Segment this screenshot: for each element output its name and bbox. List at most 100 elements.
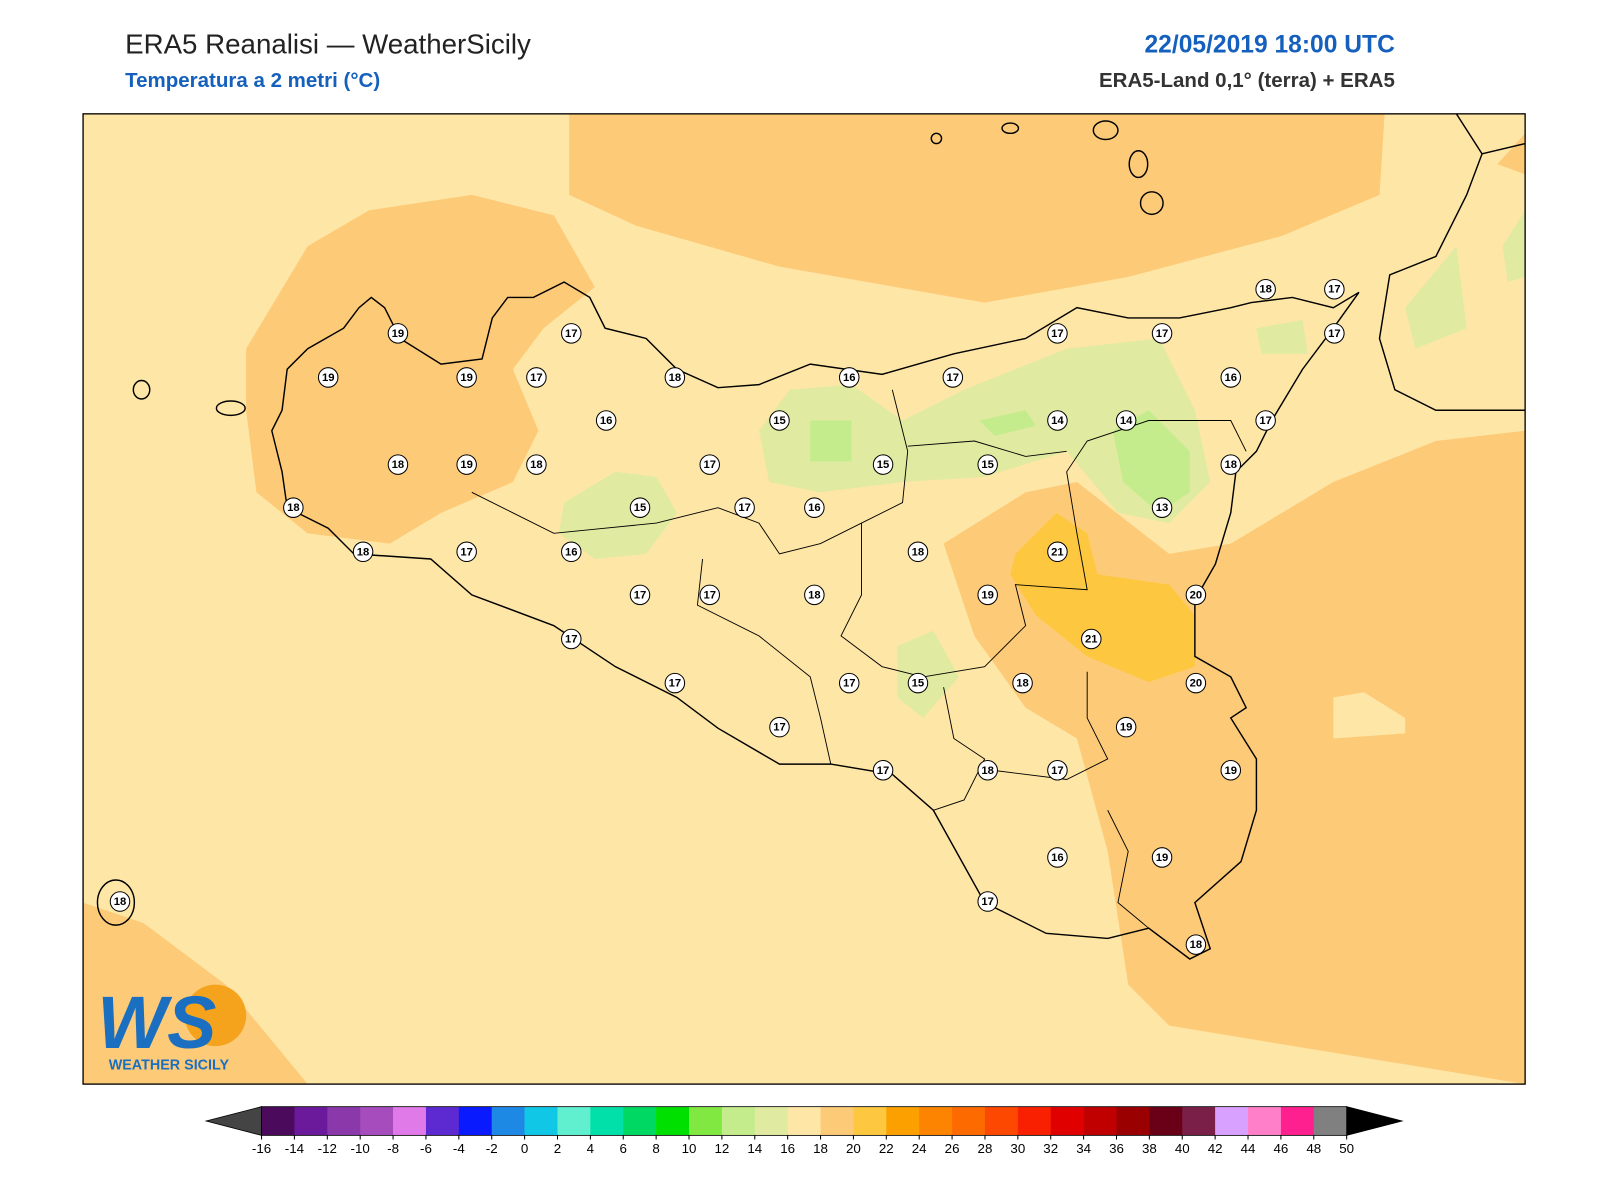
colorbar-segment bbox=[1215, 1106, 1249, 1136]
station: 19 bbox=[456, 454, 477, 475]
colorbar-tick-label: 6 bbox=[620, 1141, 627, 1156]
station-value: 17 bbox=[1328, 284, 1341, 296]
stations: 19 19 19 17 17 18 16 15 16 17 17 17 18 17 17 16 17 14 14 18… bbox=[109, 278, 1345, 955]
colorbar-over bbox=[1346, 1106, 1404, 1136]
station: 17 bbox=[942, 367, 964, 388]
station: 18 bbox=[1220, 454, 1242, 475]
colorbar-outline bbox=[261, 1106, 1348, 1136]
calabria-coast bbox=[1481, 142, 1526, 155]
station-value: 19 bbox=[392, 328, 405, 340]
station-value: 14 bbox=[1120, 415, 1133, 427]
station-value: 17 bbox=[877, 765, 890, 777]
field-bright-green bbox=[979, 410, 1036, 436]
station: 20 bbox=[1185, 584, 1207, 606]
map-area: 19 19 19 17 17 18 16 15 16 17 17 17 18 17 17 16 17 14 14 18… bbox=[83, 113, 1526, 1085]
station: 16 bbox=[595, 410, 617, 431]
station-value: 17 bbox=[981, 896, 994, 908]
station: 18 bbox=[977, 759, 998, 781]
station: 18 bbox=[109, 891, 131, 912]
province-border bbox=[696, 558, 832, 765]
station-marker bbox=[907, 672, 929, 694]
station-marker bbox=[872, 759, 894, 781]
station-marker bbox=[561, 541, 582, 563]
station: 17 bbox=[1324, 278, 1345, 300]
station-marker bbox=[595, 410, 617, 431]
station: 14 bbox=[1047, 410, 1068, 431]
station-marker bbox=[907, 541, 929, 563]
island bbox=[1001, 122, 1020, 135]
colorbar-tick-label: 24 bbox=[912, 1141, 927, 1156]
colorbar-tick-label: 28 bbox=[978, 1141, 993, 1156]
colorbar-tick-label: -16 bbox=[252, 1141, 271, 1156]
station: 17 bbox=[1255, 410, 1276, 431]
station-value: 17 bbox=[703, 589, 716, 601]
station-value: 15 bbox=[912, 678, 925, 690]
station: 20 bbox=[1185, 672, 1207, 694]
station: 18 bbox=[1185, 934, 1207, 955]
station-marker bbox=[1255, 278, 1276, 300]
datetime: 22/05/2019 18:00 UTC bbox=[1144, 31, 1395, 58]
station-marker bbox=[1220, 367, 1242, 388]
station: 15 bbox=[907, 672, 929, 694]
station-value: 18 bbox=[114, 896, 127, 908]
island bbox=[1139, 191, 1164, 216]
colorbar-segment bbox=[1017, 1106, 1052, 1136]
colorbar-segment bbox=[886, 1106, 920, 1136]
station: 13 bbox=[1151, 497, 1173, 518]
station-value: 15 bbox=[773, 415, 786, 427]
logo-text: WEATHER SICILY bbox=[109, 1058, 230, 1074]
colorbar-tick-label: 34 bbox=[1076, 1141, 1091, 1156]
station-value: 17 bbox=[634, 589, 647, 601]
field-bright-green bbox=[1112, 410, 1190, 513]
station-value: 17 bbox=[738, 502, 751, 514]
station: 19 bbox=[1220, 759, 1242, 781]
colorbar-tick-label: -8 bbox=[387, 1141, 399, 1156]
colorbar-segment bbox=[1248, 1106, 1282, 1136]
field-green bbox=[1405, 246, 1467, 349]
station-marker bbox=[872, 454, 894, 475]
station: 17 bbox=[526, 367, 547, 388]
station: 17 bbox=[977, 891, 998, 912]
station-value: 17 bbox=[843, 678, 856, 690]
station: 18 bbox=[283, 497, 304, 518]
station: 17 bbox=[1047, 323, 1068, 344]
station: 16 bbox=[1047, 847, 1068, 868]
colorbar-segment bbox=[360, 1106, 394, 1136]
colorbar-segment bbox=[1280, 1106, 1315, 1136]
station-value: 17 bbox=[1051, 328, 1064, 340]
station: 16 bbox=[1220, 367, 1242, 388]
station: 18 bbox=[1255, 278, 1276, 300]
station: 17 bbox=[838, 672, 860, 694]
colorbar-segment bbox=[721, 1106, 756, 1136]
station-value: 17 bbox=[565, 633, 578, 645]
station: 17 bbox=[629, 584, 651, 606]
station-value: 17 bbox=[1051, 765, 1064, 777]
station-value: 21 bbox=[1051, 546, 1064, 558]
colorbar-tick-label: 14 bbox=[747, 1141, 762, 1156]
station-value: 18 bbox=[981, 765, 994, 777]
station-marker bbox=[977, 454, 998, 475]
station-marker bbox=[1081, 628, 1102, 650]
island bbox=[132, 379, 151, 400]
station: 17 bbox=[699, 454, 720, 475]
colorbar: -16 -14 -12 -10 -8 -6 -4 -2 0 2 4 6 8 10 12 14 16 18 20 22 2… bbox=[204, 1106, 1404, 1156]
station-marker bbox=[734, 497, 755, 518]
logo-sun bbox=[184, 984, 247, 1047]
station-value: 17 bbox=[530, 372, 543, 384]
colorbar-tick-label: -14 bbox=[285, 1141, 305, 1156]
colorbar-tick-label: -10 bbox=[351, 1141, 370, 1156]
station: 15 bbox=[629, 497, 651, 518]
station: 18 bbox=[526, 454, 547, 475]
station-value: 17 bbox=[565, 328, 578, 340]
station-marker bbox=[1047, 759, 1068, 781]
colorbar-segment bbox=[1050, 1106, 1084, 1136]
station: 19 bbox=[1151, 847, 1173, 868]
station-value: 18 bbox=[669, 372, 682, 384]
station-marker bbox=[942, 367, 964, 388]
station: 17 bbox=[1151, 323, 1173, 344]
station: 17 bbox=[872, 759, 894, 781]
station-marker bbox=[1255, 410, 1276, 431]
field-green bbox=[1256, 320, 1308, 354]
colorbar-tick-label: -4 bbox=[453, 1141, 465, 1156]
